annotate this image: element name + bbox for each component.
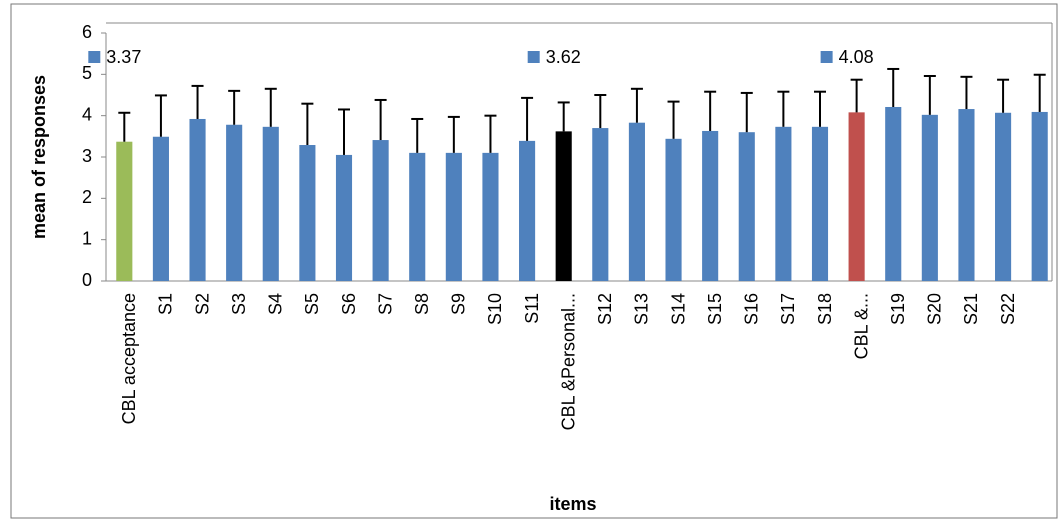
data-label: 3.37 bbox=[106, 47, 141, 67]
x-tick-label: S9 bbox=[449, 293, 469, 315]
x-tick-label: S15 bbox=[705, 293, 725, 325]
x-tick-label: S1 bbox=[156, 293, 176, 315]
label-key bbox=[88, 51, 101, 63]
x-tick-label: S14 bbox=[668, 293, 688, 325]
bar bbox=[665, 138, 682, 281]
data-label: 4.08 bbox=[839, 47, 874, 67]
y-tick-label: 0 bbox=[82, 270, 92, 290]
bar bbox=[958, 109, 975, 281]
x-axis-title: items bbox=[549, 494, 596, 514]
bar bbox=[226, 124, 243, 281]
x-tick-label: S12 bbox=[595, 293, 615, 325]
x-tick-label: S3 bbox=[229, 293, 249, 315]
bar bbox=[482, 152, 499, 281]
bar bbox=[1031, 111, 1048, 282]
y-tick-label: 1 bbox=[82, 228, 92, 248]
bar bbox=[152, 136, 169, 281]
x-tick-label: S21 bbox=[961, 293, 981, 325]
bar bbox=[738, 132, 755, 281]
x-tick-label: S18 bbox=[815, 293, 835, 325]
x-tick-label: S10 bbox=[485, 293, 505, 325]
x-tick-label: S22 bbox=[998, 293, 1018, 325]
bar bbox=[519, 140, 536, 281]
y-tick-label: 4 bbox=[82, 104, 92, 124]
x-tick-label: S7 bbox=[375, 293, 395, 315]
chart-frame bbox=[10, 3, 1058, 519]
y-tick-label: 5 bbox=[82, 63, 92, 83]
bar bbox=[555, 131, 572, 281]
data-label: 3.62 bbox=[546, 47, 581, 67]
y-axis-title: mean of responses bbox=[29, 75, 49, 239]
bar bbox=[995, 112, 1012, 281]
x-tick-label: S19 bbox=[888, 293, 908, 325]
bar bbox=[848, 112, 865, 281]
x-tick-label: S5 bbox=[302, 293, 322, 315]
x-tick-label: CBL acceptance bbox=[119, 293, 139, 424]
bar bbox=[445, 152, 462, 281]
bar bbox=[811, 126, 829, 282]
bar bbox=[628, 122, 645, 282]
bar bbox=[189, 118, 206, 282]
bar bbox=[409, 152, 426, 281]
bar bbox=[702, 130, 719, 281]
bar bbox=[592, 128, 609, 281]
y-tick-label: 6 bbox=[82, 22, 92, 42]
y-tick-label: 3 bbox=[82, 146, 92, 166]
x-tick-label: S20 bbox=[925, 293, 945, 325]
label-key bbox=[820, 51, 833, 63]
x-tick-label: CBL &Personal... bbox=[558, 293, 578, 430]
x-tick-label: S4 bbox=[266, 293, 286, 315]
bar bbox=[116, 141, 133, 281]
x-tick-label: S16 bbox=[742, 293, 762, 325]
bar bbox=[885, 106, 902, 281]
x-tick-label: S6 bbox=[339, 293, 359, 315]
y-tick-label: 2 bbox=[82, 187, 92, 207]
x-tick-label: S11 bbox=[522, 293, 542, 324]
bar bbox=[262, 126, 279, 282]
x-tick-label: S17 bbox=[778, 293, 798, 325]
x-tick-label: S2 bbox=[192, 293, 212, 315]
x-tick-label: S13 bbox=[632, 293, 652, 325]
bar bbox=[299, 145, 316, 281]
bar bbox=[921, 114, 938, 281]
bar bbox=[335, 154, 353, 281]
bar bbox=[775, 126, 792, 282]
x-tick-label: S8 bbox=[412, 293, 432, 315]
label-key bbox=[527, 51, 540, 63]
bar bbox=[372, 140, 389, 281]
x-tick-label: CBL &... bbox=[851, 293, 871, 359]
